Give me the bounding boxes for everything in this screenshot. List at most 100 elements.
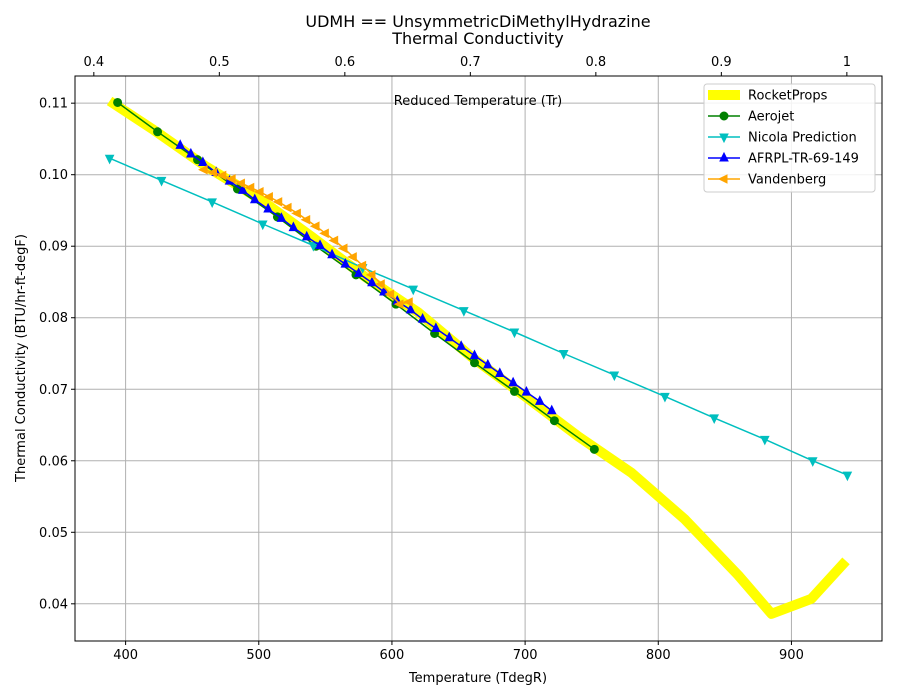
x-tick-label: 400	[113, 648, 138, 663]
legend-label: Nicola Prediction	[748, 131, 857, 146]
data-point-afrpl-tr-69-149	[444, 331, 455, 342]
data-point-afrpl-tr-69-149	[431, 322, 441, 332]
top-x-tick-label: 0.4	[83, 55, 104, 70]
data-point-afrpl-tr-69-149	[186, 147, 196, 158]
data-point-afrpl-tr-69-149	[353, 267, 364, 277]
y-tick-label: 0.07	[39, 383, 68, 398]
data-point-vandenberg	[272, 197, 283, 207]
data-point-nicola-prediction	[207, 198, 217, 208]
top-x-tick-label: 0.8	[586, 55, 607, 70]
data-point-vandenberg	[356, 260, 367, 271]
legend-marker	[719, 133, 729, 144]
data-point-nicola-prediction	[842, 471, 853, 482]
top-x-tick-label: 1	[843, 55, 851, 70]
series-vandenberg	[198, 164, 413, 309]
legend-entry-nicola-prediction: Nicola Prediction	[708, 131, 857, 146]
data-point-vandenberg	[300, 214, 311, 225]
data-point-aerojet	[153, 127, 163, 137]
data-point-vandenberg	[375, 279, 385, 289]
data-point-nicola-prediction	[558, 349, 569, 360]
plot-series	[104, 96, 853, 619]
data-point-afrpl-tr-69-149	[494, 367, 505, 378]
data-point-afrpl-tr-69-149	[469, 349, 480, 360]
data-point-aerojet	[589, 444, 599, 454]
data-point-nicola-prediction	[760, 435, 770, 446]
legend-entry-rocketprops: RocketProps	[708, 89, 828, 104]
data-point-nicola-prediction	[609, 371, 620, 382]
data-point-afrpl-tr-69-149	[508, 376, 518, 387]
data-point-afrpl-tr-69-149	[315, 239, 325, 249]
data-point-aerojet	[113, 97, 123, 107]
axis-ticks: 400 500 600 700 800 900 0.04 0.05 0.06 0.07 0.08 0.…	[39, 55, 851, 663]
data-point-vandenberg	[281, 202, 292, 213]
data-point-afrpl-tr-69-149	[405, 303, 416, 314]
data-point-nicola-prediction	[459, 307, 469, 317]
data-point-vandenberg	[328, 235, 339, 246]
legend-marker	[719, 111, 729, 121]
series-nicola-prediction	[104, 154, 853, 482]
data-point-afrpl-tr-69-149	[534, 395, 545, 405]
top-x-tick-label: 0.7	[460, 55, 481, 70]
plot-frame	[74, 75, 883, 642]
data-point-afrpl-tr-69-149	[521, 385, 532, 396]
top-axis-label: Reduced Temperature (Tr)	[394, 94, 562, 109]
top-x-tick-label: 0.9	[711, 55, 732, 70]
data-point-afrpl-tr-69-149	[276, 212, 287, 222]
data-point-nicola-prediction	[709, 414, 720, 424]
x-tick-label: 700	[513, 648, 538, 663]
legend-entry-afrpl-tr-69-149: AFRPL-TR-69-149	[708, 152, 859, 167]
data-point-nicola-prediction	[807, 457, 818, 467]
legend-marker	[717, 174, 728, 184]
legend-entry-vandenberg: Vandenberg	[708, 173, 826, 188]
x-tick-label: 800	[646, 648, 671, 663]
legend-label: Aerojet	[748, 110, 794, 125]
data-point-afrpl-tr-69-149	[327, 248, 337, 259]
y-tick-label: 0.04	[39, 597, 68, 612]
chart-subtitle: Thermal Conductivity	[391, 29, 564, 48]
y-tick-label: 0.11	[39, 97, 68, 112]
y-tick-label: 0.06	[39, 454, 68, 469]
data-point-afrpl-tr-69-149	[340, 257, 351, 268]
data-point-afrpl-tr-69-149	[249, 193, 260, 204]
data-point-afrpl-tr-69-149	[198, 156, 208, 167]
data-point-nicola-prediction	[156, 176, 167, 187]
legend-marker	[719, 151, 729, 162]
data-point-vandenberg	[309, 221, 320, 231]
data-point-afrpl-tr-69-149	[288, 221, 299, 232]
y-tick-label: 0.08	[39, 311, 68, 326]
data-point-vandenberg	[263, 192, 273, 202]
y-axis-label: Thermal Conductivity (BTU/hr-ft-degF)	[14, 234, 29, 483]
data-point-vandenberg	[226, 174, 236, 184]
data-point-afrpl-tr-69-149	[483, 358, 493, 369]
data-point-afrpl-tr-69-149	[379, 285, 389, 296]
data-point-vandenberg	[347, 252, 357, 262]
legend-entry-aerojet: Aerojet	[708, 110, 794, 125]
data-point-vandenberg	[253, 187, 264, 197]
data-point-vandenberg	[235, 178, 245, 189]
series-line-nicola-prediction	[109, 157, 848, 476]
legend-label: AFRPL-TR-69-149	[748, 152, 859, 167]
data-point-nicola-prediction	[408, 285, 419, 296]
data-point-afrpl-tr-69-149	[417, 313, 428, 323]
data-point-vandenberg	[403, 297, 413, 307]
data-point-afrpl-tr-69-149	[456, 340, 466, 350]
legend: RocketProps Aerojet Nicola Prediction AFRPL…	[703, 83, 876, 193]
data-point-vandenberg	[198, 164, 208, 175]
legend-label: Vandenberg	[748, 173, 826, 188]
top-x-tick-label: 0.6	[334, 55, 355, 70]
x-tick-label: 900	[779, 648, 804, 663]
data-point-vandenberg	[216, 170, 227, 181]
data-point-nicola-prediction	[308, 242, 319, 252]
top-x-tick-label: 0.5	[209, 55, 230, 70]
x-tick-label: 600	[380, 648, 405, 663]
data-point-vandenberg	[207, 167, 217, 178]
data-point-aerojet	[549, 416, 559, 426]
data-point-nicola-prediction	[509, 328, 520, 339]
y-tick-label: 0.10	[39, 168, 68, 183]
data-point-vandenberg	[244, 182, 255, 193]
legend-box	[703, 83, 876, 193]
x-tick-label: 500	[246, 648, 271, 663]
data-point-vandenberg	[393, 299, 404, 309]
data-point-vandenberg	[291, 208, 301, 219]
